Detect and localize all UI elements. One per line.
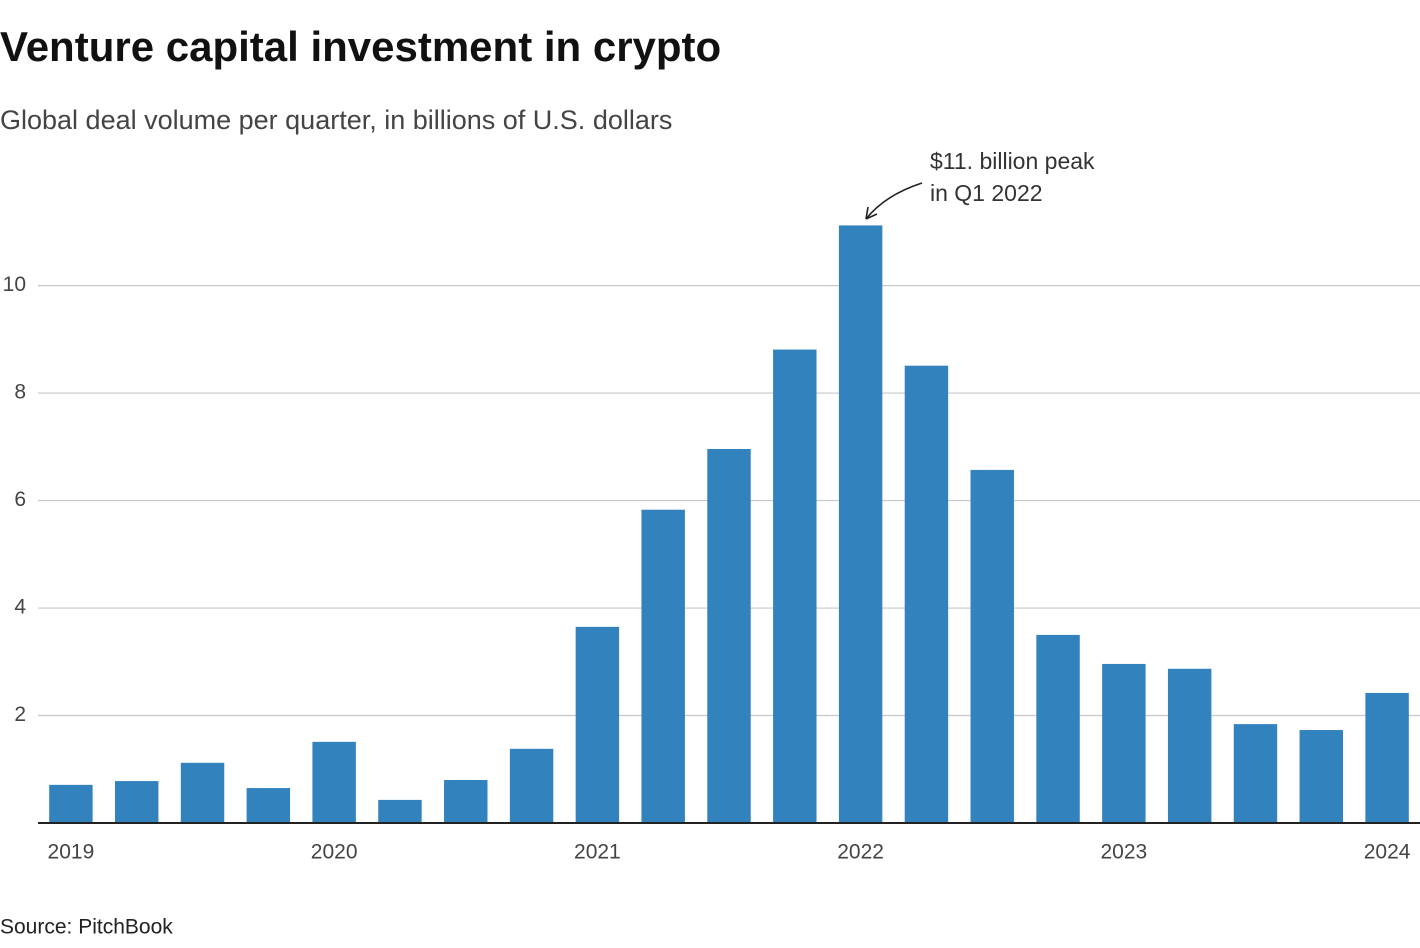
bar	[312, 741, 356, 823]
x-tick-label: 2020	[311, 841, 358, 864]
annotation: in Q1 2022	[930, 180, 1043, 206]
bar	[49, 784, 93, 823]
x-tick-label: 2023	[1100, 841, 1147, 864]
x-tick-label: 2021	[574, 841, 621, 864]
bar	[1365, 692, 1409, 823]
y-tick-label: 8	[14, 381, 26, 404]
bar	[1102, 663, 1146, 823]
x-tick-label: 2019	[48, 841, 95, 864]
annotation: $11. billion peak	[930, 148, 1095, 174]
bar	[509, 748, 554, 823]
bar	[904, 365, 949, 823]
source: Source: PitchBook	[0, 916, 173, 939]
bar	[1233, 724, 1278, 823]
y-tick-label: 6	[14, 488, 26, 511]
bar	[1299, 730, 1344, 823]
x-tick-label: 2022	[837, 841, 884, 864]
bar	[970, 469, 1014, 823]
bar	[246, 788, 291, 823]
annotation-arrow	[865, 182, 923, 220]
bar	[838, 225, 883, 823]
y-tick-label: 10	[3, 273, 26, 296]
bar	[707, 448, 751, 823]
bar	[575, 626, 620, 823]
bar	[1167, 668, 1212, 823]
chart-subtitle: Global deal volume per quarter, in billi…	[0, 105, 672, 135]
bar	[180, 762, 225, 823]
bar	[114, 781, 159, 823]
bar	[378, 799, 422, 823]
bar	[641, 509, 685, 823]
y-tick-label: 4	[14, 596, 26, 619]
chart-title: Venture capital investment in crypto	[0, 23, 721, 70]
bar	[773, 349, 817, 823]
bar	[1036, 634, 1080, 823]
y-tick-label: 2	[14, 703, 26, 726]
bar	[444, 780, 488, 823]
x-tick-label: 2024	[1364, 841, 1411, 864]
